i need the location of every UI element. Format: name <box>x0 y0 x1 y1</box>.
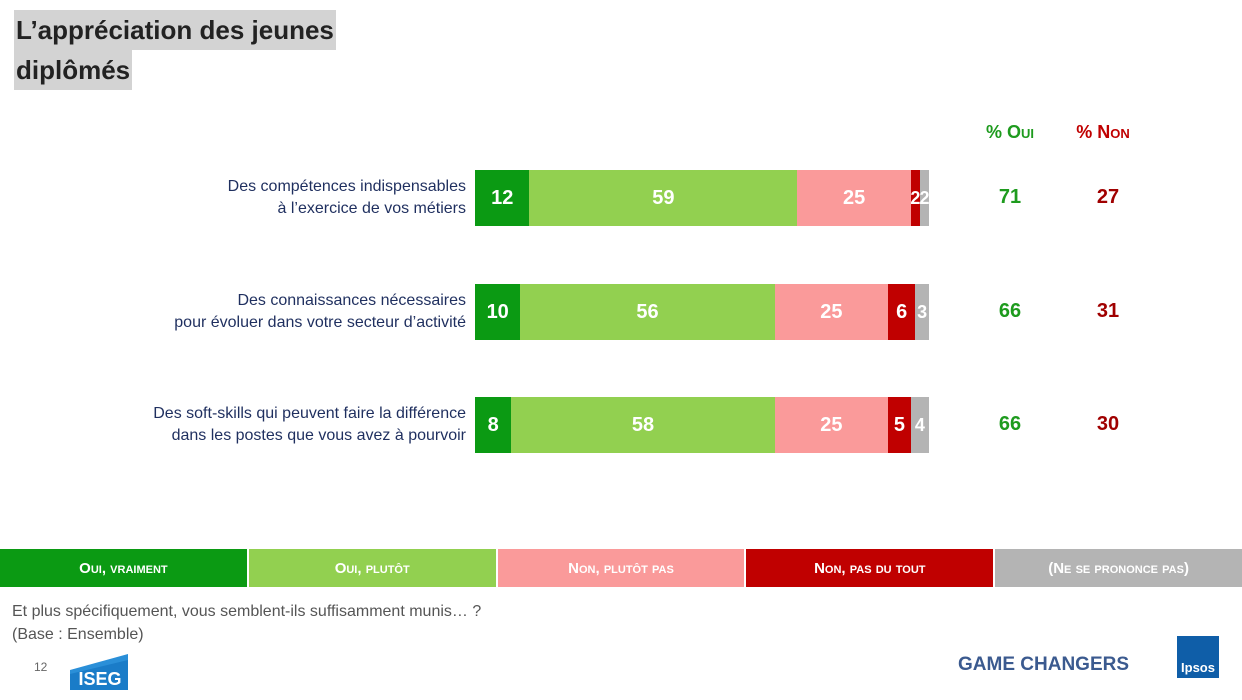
total-non: 27 <box>1096 186 1120 208</box>
ipsos-logo: Ipsos <box>1177 636 1219 678</box>
legend-item-non-pas-du-tout: Non, pas du tout <box>746 549 996 587</box>
row-label: Des compétences indispensables à l’exerci… <box>227 178 466 217</box>
row-label: Des connaissances nécessaires pour évolue… <box>174 292 466 331</box>
header-pct-non: % Non <box>1076 122 1130 142</box>
total-oui: 66 <box>998 413 1022 435</box>
bar-segment-oui-vraiment: 8 <box>475 397 512 453</box>
bar-segment-oui-plut-t: 56 <box>520 284 775 340</box>
bar-segment-non-pas-du-tout: 2 <box>910 170 920 226</box>
bar-segment-oui-plut-t: 58 <box>511 397 775 453</box>
bar-segment-oui-vraiment: 10 <box>475 284 521 340</box>
bar-segment-oui-vraiment: 12 <box>475 170 530 226</box>
row-label: Des soft-skills qui peuvent faire la dif… <box>153 405 466 444</box>
stacked-bar: 12 59 25 2 2 <box>475 170 929 226</box>
bar-segment-ne-se-prononce-pas: 2 <box>919 170 929 226</box>
question-text: Et plus spécifiquement, vous semblent-il… <box>12 603 482 620</box>
legend-item-oui-plutot: Oui, plutôt <box>248 549 498 587</box>
total-non: 30 <box>1096 413 1120 435</box>
game-changers-tagline: GAME CHANGERS <box>958 654 1130 675</box>
total-oui: 71 <box>998 186 1022 208</box>
total-non: 31 <box>1096 300 1120 322</box>
bar-segment-ne-se-prononce-pas: 3 <box>915 284 929 340</box>
title-line-2: diplômés <box>14 50 133 90</box>
stacked-bar: 10 56 25 6 3 <box>475 284 929 340</box>
bar-segment-non-pas-du-tout: 6 <box>888 284 916 340</box>
svg-text:ISEG: ISEG <box>78 669 121 689</box>
bar-segment-non-plut-t-pas: 25 <box>797 170 911 226</box>
page-title: L’appréciation des jeunes diplômés <box>14 10 336 90</box>
legend-item-non-plutot-pas: Non, plutôt pas <box>497 549 747 587</box>
stacked-bar: 8 58 25 5 4 <box>475 397 929 453</box>
iseg-logo: ISEG <box>68 652 132 692</box>
legend: Oui, vraiment Oui, plutôt Non, plutôt pa… <box>0 549 1242 587</box>
bar-segment-oui-plut-t: 59 <box>529 170 798 226</box>
bar-segment-ne-se-prononce-pas: 4 <box>910 397 929 453</box>
legend-item-nsp: (Ne se prononce pas) <box>995 549 1242 587</box>
page-number: 12 <box>34 660 48 674</box>
title-line-1: L’appréciation des jeunes <box>14 10 336 50</box>
bar-segment-non-pas-du-tout: 5 <box>888 397 911 453</box>
bar-segment-non-plut-t-pas: 25 <box>774 284 889 340</box>
header-pct-oui: % Oui <box>985 122 1034 142</box>
bar-segment-non-plut-t-pas: 25 <box>774 397 889 453</box>
base-text: (Base : Ensemble) <box>12 626 144 643</box>
legend-item-oui-vraiment: Oui, vraiment <box>0 549 249 587</box>
total-oui: 66 <box>998 300 1022 322</box>
